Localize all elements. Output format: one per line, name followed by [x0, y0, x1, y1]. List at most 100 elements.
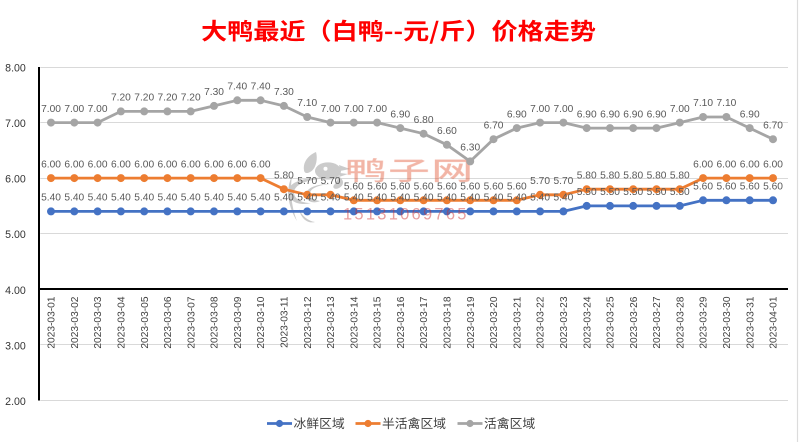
svg-text:2023-03-25: 2023-03-25 [606, 296, 617, 348]
svg-text:6.90: 6.90 [507, 109, 527, 120]
svg-text:2023-03-04: 2023-03-04 [117, 296, 128, 348]
svg-text:6.70: 6.70 [484, 120, 504, 131]
svg-text:6.00: 6.00 [693, 159, 713, 170]
svg-text:5.60: 5.60 [344, 182, 364, 193]
svg-text:2023-03-22: 2023-03-22 [536, 296, 547, 348]
svg-text:2023-03-11: 2023-03-11 [280, 296, 291, 348]
svg-text:5.60: 5.60 [390, 182, 410, 193]
svg-text:7.40: 7.40 [251, 82, 271, 93]
svg-text:2023-03-03: 2023-03-03 [93, 296, 104, 348]
svg-text:7.00: 7.00 [5, 118, 26, 130]
svg-text:5.40: 5.40 [251, 193, 271, 204]
svg-text:6.00: 6.00 [157, 159, 177, 170]
svg-text:5.70: 5.70 [530, 176, 550, 187]
svg-text:6.90: 6.90 [740, 109, 760, 120]
svg-text:5.40: 5.40 [134, 193, 154, 204]
svg-text:2023-03-15: 2023-03-15 [373, 296, 384, 348]
svg-text:2023-03-21: 2023-03-21 [512, 296, 523, 348]
svg-text:5.80: 5.80 [274, 170, 294, 181]
svg-text:2023-03-28: 2023-03-28 [675, 296, 686, 348]
svg-text:5.40: 5.40 [553, 193, 573, 204]
svg-text:5.50: 5.50 [600, 187, 620, 198]
svg-text:7.30: 7.30 [274, 87, 294, 98]
svg-text:5.70: 5.70 [297, 176, 317, 187]
svg-text:5.40: 5.40 [530, 193, 550, 204]
svg-text:5.80: 5.80 [600, 170, 620, 181]
svg-text:5.40: 5.40 [41, 193, 61, 204]
svg-text:7.10: 7.10 [693, 98, 713, 109]
svg-text:6.90: 6.90 [577, 109, 597, 120]
svg-text:5.40: 5.40 [507, 193, 527, 204]
svg-text:5.60: 5.60 [484, 182, 504, 193]
svg-text:2023-03-12: 2023-03-12 [303, 296, 314, 348]
svg-text:2023-03-18: 2023-03-18 [443, 296, 454, 348]
svg-text:5.80: 5.80 [623, 170, 643, 181]
svg-text:5.40: 5.40 [344, 193, 364, 204]
svg-text:5.60: 5.60 [693, 182, 713, 193]
svg-text:5.60: 5.60 [716, 182, 736, 193]
svg-text:5.80: 5.80 [647, 170, 667, 181]
svg-text:2.00: 2.00 [5, 396, 26, 408]
svg-text:2023-03-02: 2023-03-02 [70, 296, 81, 348]
svg-text:5.60: 5.60 [414, 182, 434, 193]
svg-text:5.70: 5.70 [321, 176, 341, 187]
svg-text:2023-03-06: 2023-03-06 [163, 296, 174, 348]
svg-text:7.40: 7.40 [227, 82, 247, 93]
svg-text:5.40: 5.40 [437, 193, 457, 204]
svg-text:5.40: 5.40 [484, 193, 504, 204]
svg-text:2023-03-14: 2023-03-14 [349, 296, 360, 348]
svg-text:5.40: 5.40 [321, 193, 341, 204]
svg-text:6.00: 6.00 [716, 159, 736, 170]
svg-text:5.40: 5.40 [227, 193, 247, 204]
svg-text:5.40: 5.40 [111, 193, 131, 204]
svg-text:2023-03-20: 2023-03-20 [489, 296, 500, 348]
svg-text:5.40: 5.40 [460, 193, 480, 204]
svg-text:2023-03-30: 2023-03-30 [722, 296, 733, 348]
svg-text:2023-03-27: 2023-03-27 [652, 296, 663, 348]
svg-text:5.40: 5.40 [181, 193, 201, 204]
svg-text:7.10: 7.10 [297, 98, 317, 109]
svg-text:5.80: 5.80 [577, 170, 597, 181]
svg-text:3.00: 3.00 [5, 340, 26, 352]
svg-text:6.00: 6.00 [64, 159, 84, 170]
svg-text:7.00: 7.00 [88, 104, 108, 115]
svg-text:6.90: 6.90 [647, 109, 667, 120]
svg-text:5.60: 5.60 [367, 182, 387, 193]
svg-text:2023-03-13: 2023-03-13 [326, 296, 337, 348]
svg-text:2023-04-01: 2023-04-01 [769, 296, 780, 348]
svg-text:5.40: 5.40 [157, 193, 177, 204]
svg-text:15131069765: 15131069765 [343, 206, 469, 224]
svg-text:7.10: 7.10 [716, 98, 736, 109]
svg-text:6.80: 6.80 [414, 115, 434, 126]
svg-text:5.40: 5.40 [88, 193, 108, 204]
svg-text:6.00: 6.00 [134, 159, 154, 170]
svg-text:5.50: 5.50 [647, 187, 667, 198]
svg-text:5.40: 5.40 [297, 193, 317, 204]
svg-text:6.00: 6.00 [763, 159, 783, 170]
svg-text:2023-03-23: 2023-03-23 [559, 296, 570, 348]
svg-text:7.00: 7.00 [670, 104, 690, 115]
svg-text:4.00: 4.00 [5, 285, 26, 297]
svg-text:7.30: 7.30 [204, 87, 224, 98]
svg-text:7.00: 7.00 [530, 104, 550, 115]
svg-text:7.00: 7.00 [41, 104, 61, 115]
svg-text:5.40: 5.40 [274, 193, 294, 204]
svg-text:6.00: 6.00 [41, 159, 61, 170]
svg-text:5.70: 5.70 [553, 176, 573, 187]
svg-text:5.80: 5.80 [670, 170, 690, 181]
svg-text:5.40: 5.40 [64, 193, 84, 204]
svg-text:2023-03-01: 2023-03-01 [47, 296, 58, 348]
svg-text:2023-03-17: 2023-03-17 [419, 296, 430, 348]
svg-text:2023-03-29: 2023-03-29 [699, 296, 710, 348]
svg-text:7.00: 7.00 [64, 104, 84, 115]
svg-text:6.00: 6.00 [111, 159, 131, 170]
svg-text:5.50: 5.50 [577, 187, 597, 198]
svg-text:6.00: 6.00 [227, 159, 247, 170]
svg-text:6.70: 6.70 [763, 120, 783, 131]
svg-text:2023-03-26: 2023-03-26 [629, 296, 640, 348]
svg-text:6.90: 6.90 [600, 109, 620, 120]
svg-text:5.40: 5.40 [390, 193, 410, 204]
svg-text:2023-03-19: 2023-03-19 [466, 296, 477, 348]
svg-text:8.00: 8.00 [5, 63, 26, 75]
svg-text:6.30: 6.30 [460, 143, 480, 154]
